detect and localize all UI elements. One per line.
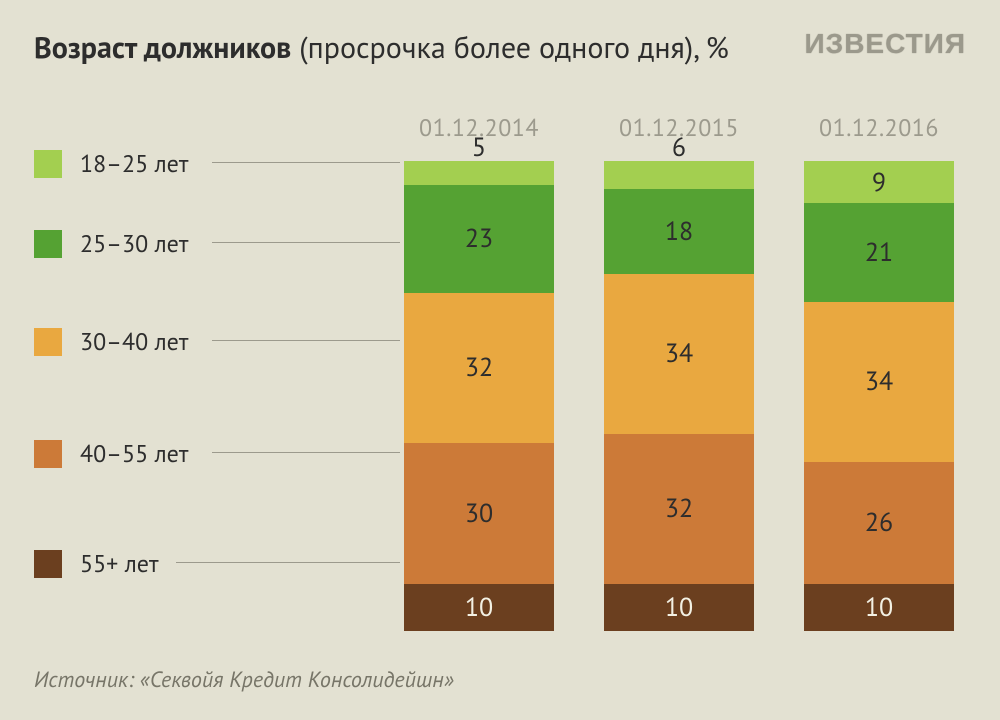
connector-line <box>212 162 400 163</box>
bar-column: 01.12.2014523323010 <box>400 112 558 631</box>
bar-segment: 6 <box>604 161 754 189</box>
bar-segment: 34 <box>604 274 754 434</box>
bar-segment: 10 <box>404 584 554 631</box>
connector-line <box>212 340 400 341</box>
legend-label: 40–55 лет <box>80 438 188 469</box>
bar-segment: 5 <box>404 161 554 185</box>
source-line: Источник: «Секвойя Кредит Консолидейшн» <box>34 666 454 694</box>
bar-segment: 9 <box>804 161 954 203</box>
bar-segment: 23 <box>404 185 554 293</box>
legend-swatch <box>34 440 62 468</box>
legend-label: 18–25 лет <box>80 148 188 179</box>
bar-segment: 32 <box>404 293 554 443</box>
chart-title: Возраст должников (просрочка более одног… <box>34 28 729 67</box>
segment-value: 6 <box>604 131 754 164</box>
legend-label: 55+ лет <box>80 548 159 579</box>
legend-label: 25–30 лет <box>80 228 188 259</box>
connector-line <box>176 562 400 563</box>
legend-swatch <box>34 550 62 578</box>
column-date: 01.12.2016 <box>819 112 939 143</box>
source-value: «Секвойя Кредит Консолидейшн» <box>140 666 454 694</box>
stacked-bar: 523323010 <box>404 161 554 631</box>
connector-line <box>212 452 400 453</box>
bar-segment: 32 <box>604 434 754 584</box>
title-bold: Возраст должников <box>34 28 291 67</box>
bar-segment: 18 <box>604 189 754 274</box>
source-label: Источник: <box>34 666 140 694</box>
bar-segment: 10 <box>604 584 754 631</box>
bar-column: 01.12.2015618343210 <box>600 112 758 631</box>
legend-swatch <box>34 230 62 258</box>
legend-item: 55+ лет <box>34 548 159 579</box>
legend-item: 30–40 лет <box>34 326 188 357</box>
bar-column: 01.12.2016 921342610 <box>800 112 958 631</box>
stacked-bar: 618343210 <box>604 161 754 631</box>
legend-item: 40–55 лет <box>34 438 188 469</box>
legend-item: 25–30 лет <box>34 228 188 259</box>
stacked-bar-chart: 01.12.2014523323010 01.12.2015618343210 01… <box>380 112 980 642</box>
legend-label: 30–40 лет <box>80 326 188 357</box>
bar-segment: 30 <box>404 443 554 584</box>
legend-item: 18–25 лет <box>34 148 188 179</box>
legend-swatch <box>34 328 62 356</box>
connector-line <box>212 242 400 243</box>
segment-value: 5 <box>404 131 554 164</box>
brand-logo: ИЗВЕСТИЯ <box>805 28 966 60</box>
bar-segment: 34 <box>804 302 954 462</box>
stacked-bar: 921342610 <box>804 161 954 631</box>
legend-swatch <box>34 150 62 178</box>
title-light: (просрочка более одного дня), % <box>291 28 729 67</box>
bar-segment: 21 <box>804 203 954 302</box>
bar-segment: 26 <box>804 462 954 584</box>
bar-segment: 10 <box>804 584 954 631</box>
